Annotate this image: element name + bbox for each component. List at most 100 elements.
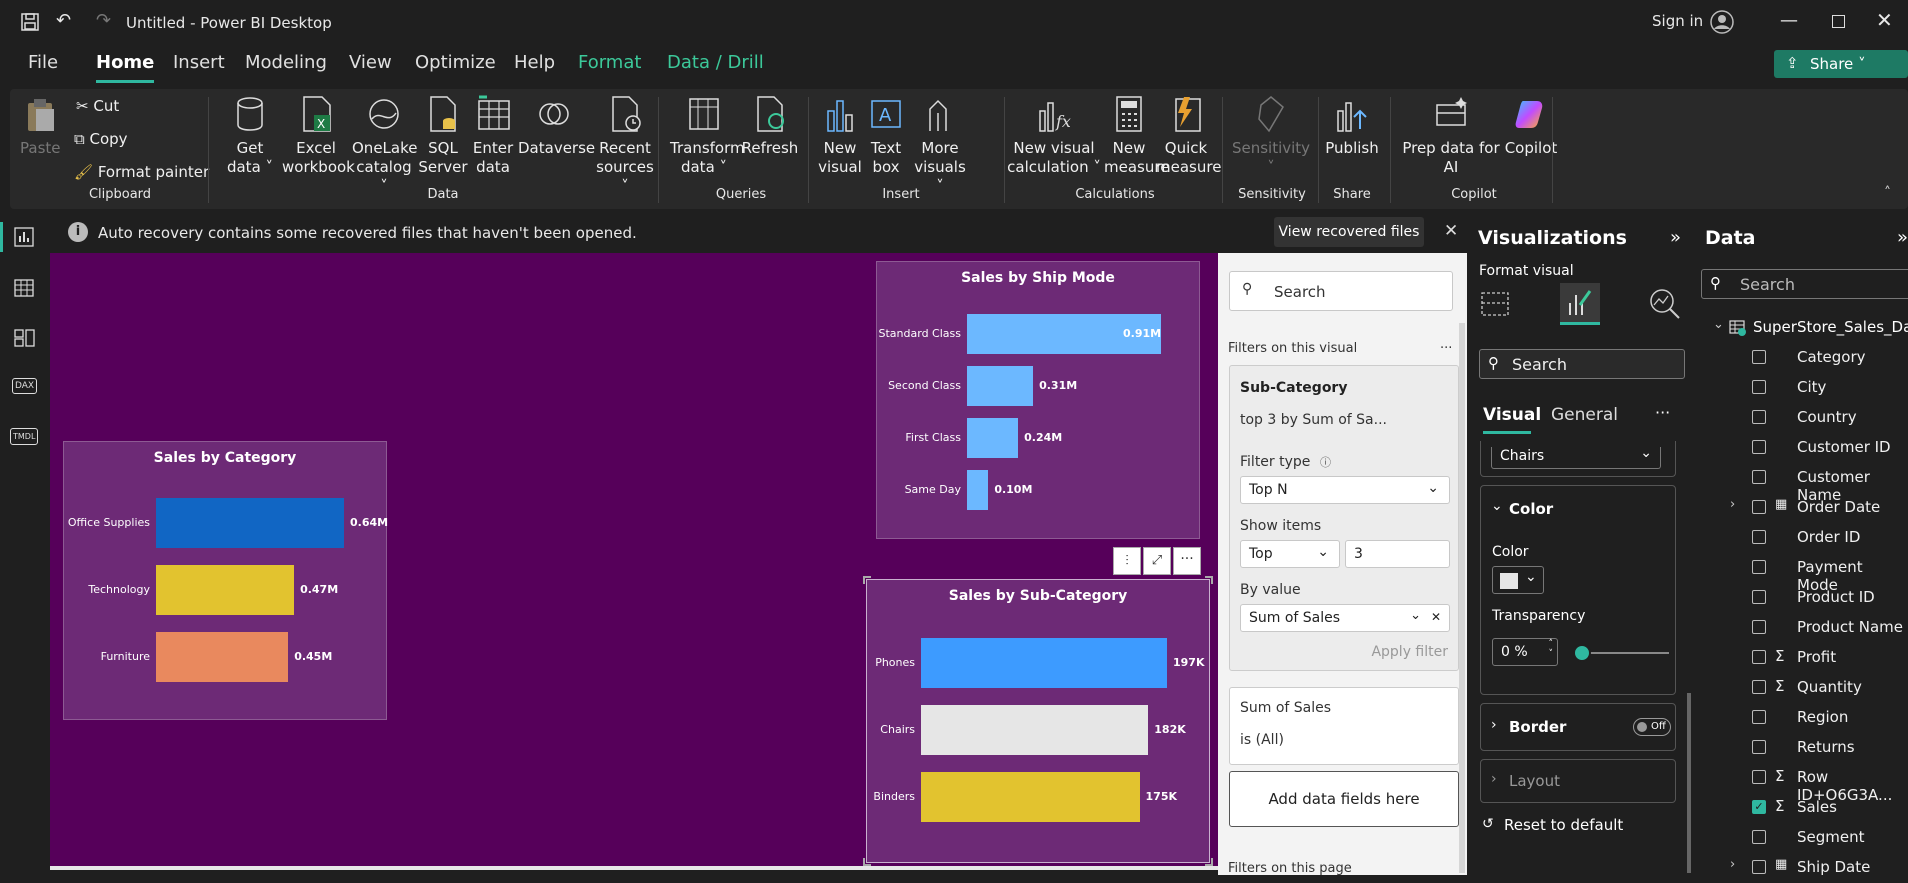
bar[interactable]	[156, 565, 295, 615]
bar[interactable]	[156, 498, 344, 548]
field-checkbox[interactable]: ✓	[1752, 800, 1766, 814]
resize-handle[interactable]	[863, 858, 871, 866]
field-item[interactable]: Product Name	[1697, 613, 1908, 643]
field-item[interactable]: Region	[1697, 703, 1908, 733]
chevron-right-icon[interactable]: ›	[1730, 497, 1736, 512]
cut-button[interactable]: ✂ Cut	[76, 97, 119, 116]
new-visual-calculation-button[interactable]: fx New visual calculation ˅	[1006, 95, 1102, 177]
sign-in-link[interactable]: Sign in	[1652, 12, 1704, 30]
chart-sales-by-category[interactable]: Sales by Category Office Supplies 0.64M Te…	[63, 441, 388, 720]
field-checkbox[interactable]	[1752, 530, 1766, 544]
add-data-fields-dropzone[interactable]: Add data fields here	[1229, 771, 1459, 827]
focus-mode-icon[interactable]: ⤢	[1143, 547, 1171, 575]
field-item[interactable]: Σ Quantity	[1697, 673, 1908, 703]
border-toggle[interactable]: Off	[1633, 718, 1671, 736]
transparency-input[interactable]: 0 % ˄ ˅	[1492, 638, 1558, 666]
field-checkbox[interactable]	[1752, 680, 1766, 694]
layout-format-card[interactable]: › Layout	[1480, 759, 1676, 803]
field-checkbox[interactable]	[1752, 350, 1766, 364]
report-view-icon[interactable]	[14, 227, 34, 247]
color-section-header[interactable]: Color	[1509, 500, 1554, 518]
field-checkbox[interactable]	[1752, 620, 1766, 634]
filters-scrollbar[interactable]	[1459, 323, 1465, 873]
analytics-icon[interactable]	[1648, 287, 1682, 321]
field-checkbox[interactable]	[1752, 380, 1766, 394]
field-item[interactable]: ✓ Σ Sales	[1697, 793, 1908, 823]
filter-icon[interactable]: ⫶	[1113, 547, 1141, 575]
report-canvas[interactable]: Sales by Ship Mode Standard Class 0.91M Se…	[50, 253, 1218, 870]
excel-workbook-button[interactable]: X Excel workbook	[282, 95, 355, 177]
close-window-icon[interactable]: ✕	[1876, 8, 1893, 32]
more-options-icon[interactable]: ···	[1655, 403, 1671, 422]
field-checkbox[interactable]	[1752, 740, 1766, 754]
more-options-icon[interactable]: ···	[1173, 547, 1201, 575]
field-checkbox[interactable]	[1752, 710, 1766, 724]
minimize-icon[interactable]: —	[1780, 10, 1798, 31]
copy-button[interactable]: ⧉ Copy	[74, 130, 128, 149]
dismiss-infobar-icon[interactable]: ✕	[1444, 221, 1459, 241]
field-checkbox[interactable]	[1752, 500, 1766, 514]
bar[interactable]	[921, 705, 1149, 755]
by-value-field-well[interactable]: Sum of Sales ⌄ ✕	[1240, 604, 1450, 632]
bar[interactable]	[967, 418, 1019, 458]
field-item[interactable]: City	[1697, 373, 1908, 403]
series-dropdown[interactable]: Chairs ⌄	[1491, 445, 1661, 469]
bar[interactable]	[967, 470, 989, 510]
tab-view[interactable]: View	[349, 52, 392, 73]
format-visual-tab[interactable]	[1560, 283, 1600, 325]
sql-server-button[interactable]: SQL Server	[418, 95, 468, 177]
share-button[interactable]: Share ˅	[1774, 50, 1908, 78]
transform-data-button[interactable]: Transform data ˅	[670, 95, 745, 177]
prep-data-ai-button[interactable]: Prep data for AI	[1396, 95, 1506, 177]
field-item[interactable]: Segment	[1697, 823, 1908, 853]
field-item[interactable]: Customer ID	[1697, 433, 1908, 463]
bar[interactable]	[967, 314, 1161, 354]
publish-button[interactable]: Publish	[1324, 95, 1380, 158]
resize-handle[interactable]	[863, 576, 871, 584]
field-checkbox[interactable]	[1752, 830, 1766, 844]
dataverse-button[interactable]: Dataverse	[518, 95, 595, 158]
field-checkbox[interactable]	[1752, 410, 1766, 424]
view-recovered-files-button[interactable]: View recovered files	[1274, 217, 1424, 247]
bar[interactable]	[156, 632, 289, 682]
chevron-down-icon[interactable]: ⌄	[1410, 608, 1421, 623]
new-measure-button[interactable]: New measure	[1104, 95, 1169, 177]
sum-of-sales-filter-card[interactable]: Sum of Sales is (All)	[1229, 687, 1459, 765]
show-items-direction-dropdown[interactable]: Top ⌄	[1240, 540, 1340, 568]
resize-handle[interactable]	[1205, 858, 1213, 866]
show-items-count-input[interactable]: 3	[1345, 540, 1450, 568]
field-checkbox[interactable]	[1752, 560, 1766, 574]
apply-filter-button[interactable]: Apply filter	[1371, 644, 1448, 660]
field-item[interactable]: Σ Profit	[1697, 643, 1908, 673]
reset-to-default-link[interactable]: Reset to default	[1504, 816, 1624, 834]
field-item[interactable]: Order ID	[1697, 523, 1908, 553]
field-checkbox[interactable]	[1752, 770, 1766, 784]
collapse-pane-icon[interactable]: »	[1670, 227, 1682, 248]
remove-field-icon[interactable]: ✕	[1430, 610, 1441, 624]
maximize-icon[interactable]	[1832, 15, 1845, 28]
save-icon[interactable]	[20, 12, 40, 32]
quick-measure-button[interactable]: Quick measure	[1156, 95, 1221, 177]
chart-sales-by-ship-mode[interactable]: Sales by Ship Mode Standard Class 0.91M Se…	[876, 261, 1200, 539]
field-checkbox[interactable]	[1752, 440, 1766, 454]
chart-sales-by-sub-category[interactable]: Sales by Sub-Category Phones 197K Chairs 18…	[863, 576, 1213, 866]
field-checkbox[interactable]	[1752, 860, 1766, 874]
format-search-input[interactable]: ⚲ Search	[1479, 349, 1685, 379]
paste-button[interactable]: Paste	[20, 95, 61, 158]
data-search-input[interactable]: ⚲ Search	[1701, 269, 1908, 299]
tab-optimize[interactable]: Optimize	[415, 52, 496, 73]
transparency-slider-knob[interactable]	[1573, 644, 1591, 662]
field-item[interactable]: Category	[1697, 343, 1908, 373]
bar[interactable]	[967, 366, 1034, 406]
tab-visual[interactable]: Visual	[1483, 405, 1542, 425]
field-checkbox[interactable]	[1752, 650, 1766, 664]
field-item[interactable]: Σ Row ID+O6G3A...	[1697, 763, 1908, 804]
tab-home[interactable]: Home	[96, 52, 155, 83]
field-checkbox[interactable]	[1752, 470, 1766, 484]
tmdl-view-icon[interactable]: TMDL	[10, 428, 39, 445]
tab-general[interactable]: General	[1551, 405, 1618, 425]
field-item[interactable]: Returns	[1697, 733, 1908, 763]
spinner-icon[interactable]: ˄ ˅	[1548, 639, 1554, 659]
tab-data-drill[interactable]: Data / Drill	[667, 52, 764, 73]
dax-query-view-icon[interactable]: DAX	[12, 378, 38, 394]
